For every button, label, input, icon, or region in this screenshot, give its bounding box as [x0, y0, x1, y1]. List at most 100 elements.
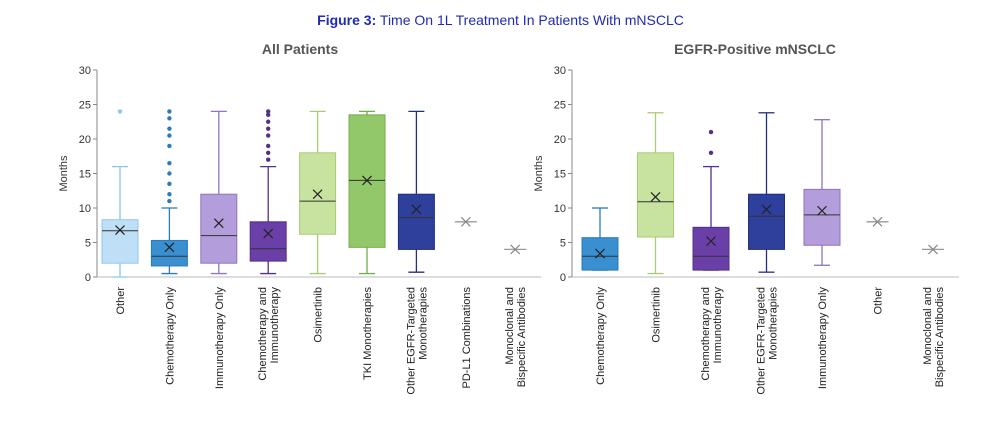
outlier-point: [117, 109, 123, 114]
category-label: PD-L1 Combinations: [461, 287, 473, 389]
outlier-point: [167, 198, 172, 204]
category-label: Chemotherapy andImmunotherapy: [700, 287, 724, 381]
category-label-line: TKI Monotherapies: [362, 287, 374, 380]
box-iqr: [803, 188, 841, 246]
category-label: Chemotherapy Only: [164, 287, 176, 385]
mean-marker: [510, 244, 521, 255]
outlier-point: [167, 133, 172, 138]
category-label-line: Immunotherapy Only: [817, 287, 829, 390]
category-label-line: Monoclonal and: [504, 287, 516, 365]
box-iqr: [748, 193, 785, 250]
category-label: Other: [115, 287, 127, 315]
box-series-7: [397, 110, 435, 273]
category-label-line: PD-L1 Combinations: [461, 287, 473, 389]
category-label-line: Bispecific Antibodies: [516, 287, 528, 388]
figure-title: Figure 3: Time On 1L Treatment In Patien…: [0, 12, 1001, 28]
y-tick-label: 30: [554, 65, 566, 77]
category-label-line: Monoclonal and: [922, 287, 934, 365]
box-series-3: [692, 129, 730, 271]
category-label-line: Immunotherapy Only: [214, 287, 226, 390]
category-label-line: Monotherapies: [417, 287, 429, 360]
chart-panel-1: All Patients 0 5 10 15 20 25 30 Months Other Chemo…: [58, 41, 542, 395]
mean-marker: [928, 244, 938, 255]
box-series-5: [299, 110, 337, 275]
category-label: Monoclonal andBispecific Antibodies: [504, 287, 528, 388]
category-label-line: Chemotherapy and: [700, 287, 712, 381]
y-tick-label: 15: [79, 169, 91, 181]
y-tick-label: 5: [85, 238, 91, 250]
outlier-point: [167, 181, 172, 187]
category-label-line: Chemotherapy Only: [164, 287, 176, 385]
category-label: Osimertinib: [313, 287, 325, 343]
y-tick-label: 10: [79, 203, 91, 215]
box-series-7: [922, 244, 944, 255]
outlier-point: [167, 192, 172, 197]
box-series-5: [803, 119, 841, 266]
category-label: Immunotherapy Only: [817, 287, 829, 390]
outlier-point: [708, 150, 714, 155]
outlier-point: [167, 116, 172, 121]
y-axis-label: Months: [533, 155, 545, 192]
mean-marker: [213, 218, 224, 229]
figure-title-text: Time On 1L Treatment In Patients With mN…: [379, 12, 684, 28]
outlier-point: [266, 112, 271, 118]
mean-marker: [263, 228, 274, 239]
category-label-line: Immunotherapy: [712, 287, 724, 364]
outlier-point: [708, 129, 714, 135]
category-label: Chemotherapy Only: [595, 287, 607, 385]
category-label-line: Chemotherapy and: [257, 287, 269, 381]
category-label-line: Monotherapies: [768, 287, 780, 360]
mean-marker: [761, 204, 772, 215]
category-label-line: Osimertinib: [651, 287, 663, 343]
mean-marker: [460, 216, 471, 227]
box-iqr: [637, 152, 674, 238]
box-series-4: [748, 112, 785, 273]
category-label-line: Other EGFR-Targeted: [756, 287, 768, 395]
box-iqr: [692, 226, 730, 271]
outlier-point: [266, 126, 271, 131]
category-label: TKI Monotherapies: [362, 287, 374, 380]
y-tick-label: 25: [79, 100, 91, 112]
mean-marker: [817, 205, 827, 216]
box-series-2: [637, 112, 674, 275]
y-tick-label: 0: [560, 272, 566, 284]
y-tick-label: 5: [560, 238, 566, 250]
mean-marker: [411, 204, 422, 215]
box-series-4: [249, 109, 287, 275]
y-tick-label: 25: [554, 100, 566, 112]
y-tick-label: 15: [554, 169, 566, 181]
box-iqr: [249, 221, 287, 262]
mean-marker: [650, 192, 661, 202]
category-label-line: Other: [873, 287, 885, 315]
y-tick-label: 30: [79, 65, 91, 77]
box-series-3: [200, 110, 238, 275]
outlier-point: [167, 126, 172, 131]
outlier-point: [266, 119, 271, 124]
mean-marker: [595, 248, 605, 259]
category-label-line: Chemotherapy Only: [595, 287, 607, 385]
outlier-point: [266, 150, 271, 155]
box-series-2: [150, 109, 188, 275]
outlier-point: [167, 109, 172, 114]
y-tick-label: 20: [79, 134, 91, 146]
category-label: Monoclonal andBispecific Antibodies: [922, 287, 946, 388]
mean-marker: [312, 189, 323, 200]
category-label-line: Immunotherapy: [269, 287, 281, 364]
outlier-point: [266, 143, 271, 149]
category-label: Other: [873, 287, 885, 315]
chart-panel-2: EGFR-Positive mNSCLC 0 5 10 15 20 25 30 Months Ch…: [533, 41, 959, 395]
box-iqr: [397, 193, 435, 250]
category-label: Chemotherapy andImmunotherapy: [257, 287, 281, 381]
outlier-point: [167, 160, 172, 166]
category-label-line: Bispecific Antibodies: [934, 287, 946, 388]
panel-title: All Patients: [262, 41, 338, 57]
category-label: Other EGFR-TargetedMonotherapies: [405, 287, 429, 395]
box-series-1: [581, 207, 619, 271]
y-tick-label: 10: [554, 203, 566, 215]
y-tick-label: 0: [85, 272, 91, 284]
mean-marker: [706, 236, 716, 247]
box-series-9: [504, 244, 527, 255]
outlier-point: [167, 171, 172, 176]
mean-marker: [872, 216, 883, 227]
